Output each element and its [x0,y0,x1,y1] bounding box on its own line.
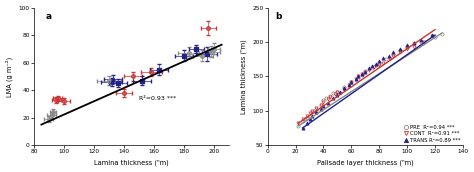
Text: a: a [46,12,52,21]
X-axis label: Palisade layer thickness (ⁿm): Palisade layer thickness (ⁿm) [317,160,414,166]
X-axis label: Lamina thickness (ⁿm): Lamina thickness (ⁿm) [94,160,169,166]
Text: R²=0.93 ***: R²=0.93 *** [139,96,176,101]
Y-axis label: LMA (g m⁻²): LMA (g m⁻²) [6,56,13,96]
Text: b: b [275,12,282,21]
Y-axis label: Lamina thickness (ⁿm): Lamina thickness (ⁿm) [240,39,246,114]
Legend: PRE  R²=0.94 ***, CONT  R²=0.91 ***, TRANS R²=0.89 ***: PRE R²=0.94 ***, CONT R²=0.91 ***, TRANS… [404,125,460,143]
